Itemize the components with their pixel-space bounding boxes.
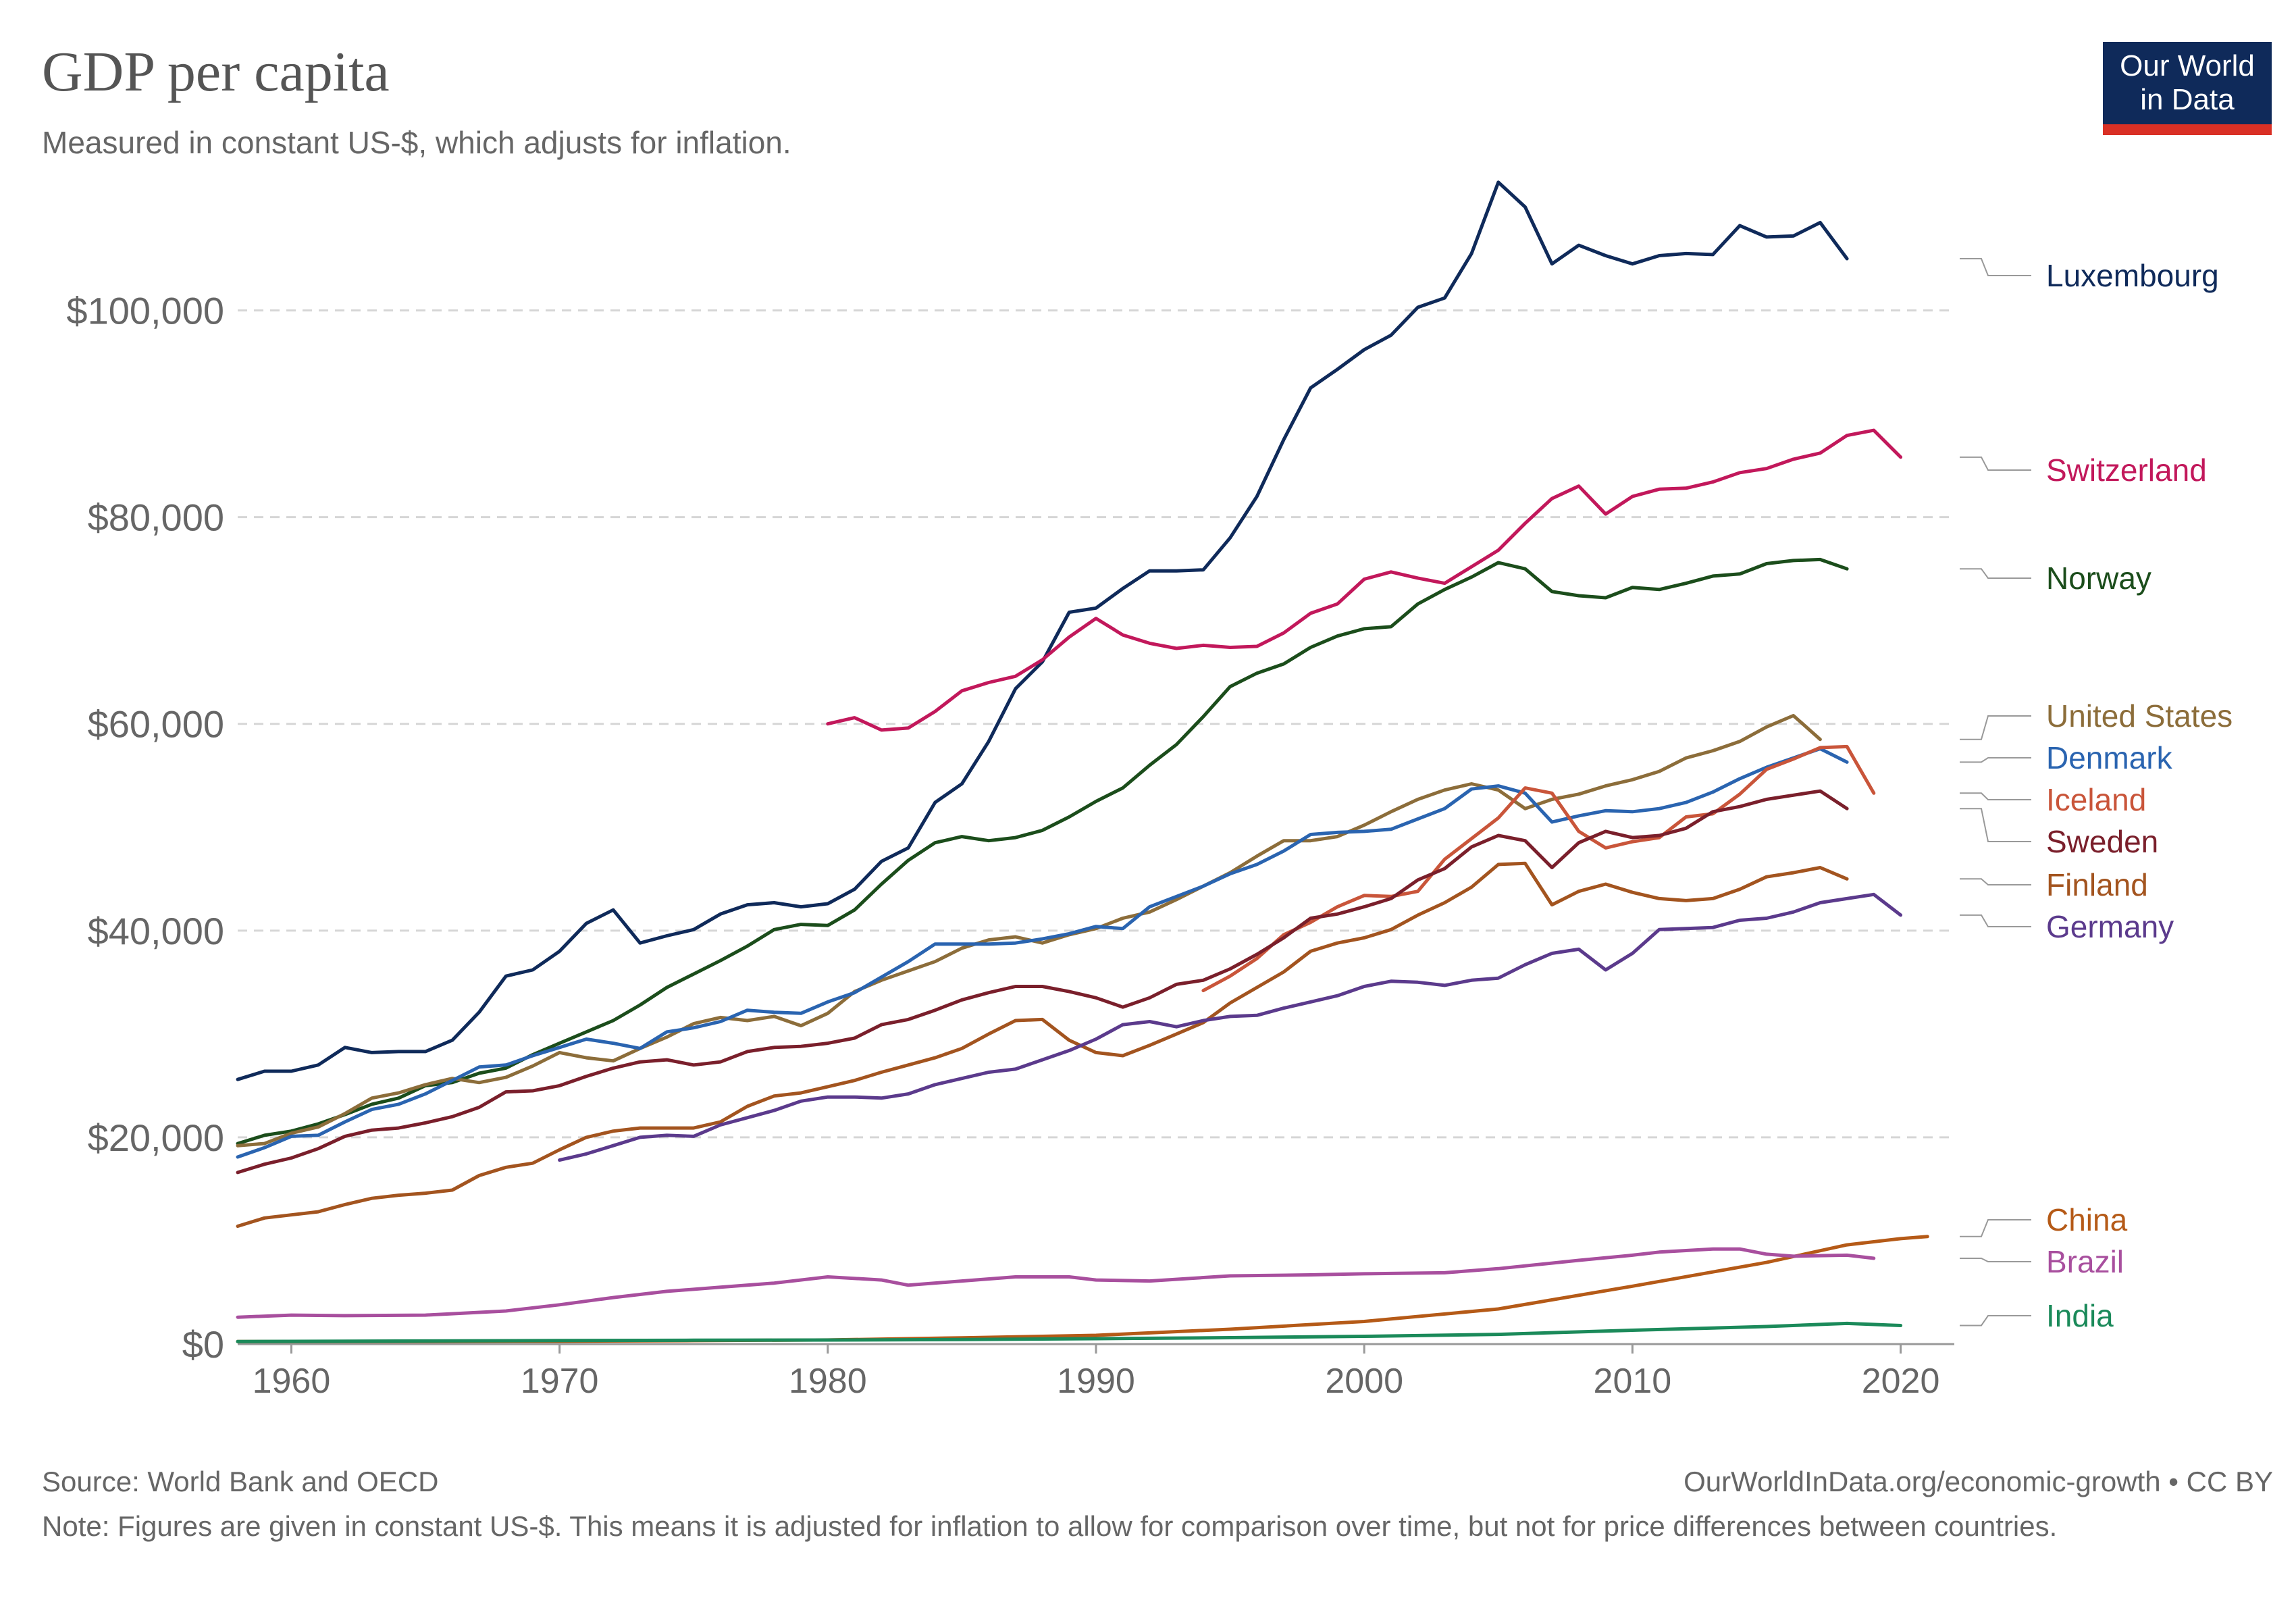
- x-tick-label: 2000: [1325, 1362, 1403, 1401]
- series-label-denmark: Denmark: [2046, 740, 2173, 775]
- label-connector: [1960, 1258, 2031, 1262]
- series-label-iceland: Iceland: [2046, 782, 2146, 817]
- credit-link[interactable]: OurWorldInData.org/economic-growth • CC …: [1684, 1466, 2273, 1497]
- x-tick-label: 2010: [1594, 1362, 1672, 1401]
- x-tick-label: 1960: [253, 1362, 331, 1401]
- y-tick-label: $80,000: [88, 496, 224, 539]
- y-tick-label: $40,000: [88, 910, 224, 952]
- x-tick-label: 1970: [521, 1362, 599, 1401]
- series-label-sweden: Sweden: [2046, 824, 2158, 859]
- series-line-finland: [236, 861, 1849, 1228]
- note-text: Note: Figures are given in constant US-$…: [42, 1510, 2058, 1542]
- logo-line-1: Our World: [2120, 49, 2255, 82]
- series-line-denmark: [236, 747, 1849, 1159]
- x-tick-label: 1990: [1057, 1362, 1135, 1401]
- label-connector: [1960, 878, 2031, 885]
- label-connector: [1960, 258, 2031, 276]
- y-axis-ticks: $0 $20,000 $40,000 $60,000 $80,000 $100,000: [66, 290, 224, 1366]
- series-line-norway: [236, 557, 1849, 1146]
- series-labels: Luxembourg Switzerland Norway United States…: [1960, 258, 2233, 1333]
- x-tick-label: 1980: [789, 1362, 867, 1401]
- label-connector: [1960, 914, 2031, 927]
- chart-title: GDP per capita: [42, 41, 390, 103]
- x-tick-label: 2020: [1862, 1362, 1940, 1401]
- y-tick-label: $60,000: [88, 703, 224, 746]
- series-line-switzerland: [826, 428, 1903, 732]
- label-connector: [1960, 808, 2031, 842]
- series-line-india: [236, 1321, 1903, 1343]
- series-label-luxembourg: Luxembourg: [2046, 258, 2219, 293]
- series-line-brazil: [236, 1247, 1876, 1319]
- series-line-united-states: [236, 714, 1822, 1148]
- series-label-switzerland: Switzerland: [2046, 453, 2207, 488]
- label-connector: [1960, 792, 2031, 800]
- grid-lines: [238, 309, 1954, 1139]
- y-tick-label: $0: [182, 1323, 224, 1366]
- series-line-sweden: [236, 789, 1849, 1175]
- series-label-norway: Norway: [2046, 561, 2151, 596]
- label-connector: [1960, 1315, 2031, 1327]
- chart-subtitle: Measured in constant US-$, which adjusts…: [42, 125, 791, 160]
- series-lines: [236, 180, 1929, 1343]
- label-connector: [1960, 715, 2031, 740]
- source-text: Source: World Bank and OECD: [42, 1466, 439, 1497]
- series-line-germany: [558, 892, 1903, 1162]
- line-chart: $0 $20,000 $40,000 $60,000 $80,000 $100,000 1…: [66, 180, 2233, 1401]
- x-axis: 1960 1970 1980 1990 2000 2010 2020: [238, 1343, 1954, 1401]
- series-line-luxembourg: [236, 180, 1849, 1081]
- logo-line-2: in Data: [2140, 83, 2235, 116]
- label-connector: [1960, 456, 2031, 471]
- owid-logo[interactable]: Our World in Data: [2103, 42, 2272, 135]
- series-label-brazil: Brazil: [2046, 1244, 2124, 1279]
- series-label-china: China: [2046, 1202, 2128, 1237]
- y-tick-label: $20,000: [88, 1116, 224, 1159]
- series-line-iceland: [1201, 744, 1876, 993]
- y-tick-label: $100,000: [66, 290, 224, 332]
- series-label-germany: Germany: [2046, 909, 2174, 944]
- label-connector: [1960, 568, 2031, 579]
- series-label-india: India: [2046, 1298, 2114, 1333]
- series-label-united-states: United States: [2046, 698, 2233, 734]
- series-label-finland: Finland: [2046, 867, 2148, 902]
- label-connector: [1960, 1219, 2031, 1237]
- label-connector: [1960, 757, 2031, 763]
